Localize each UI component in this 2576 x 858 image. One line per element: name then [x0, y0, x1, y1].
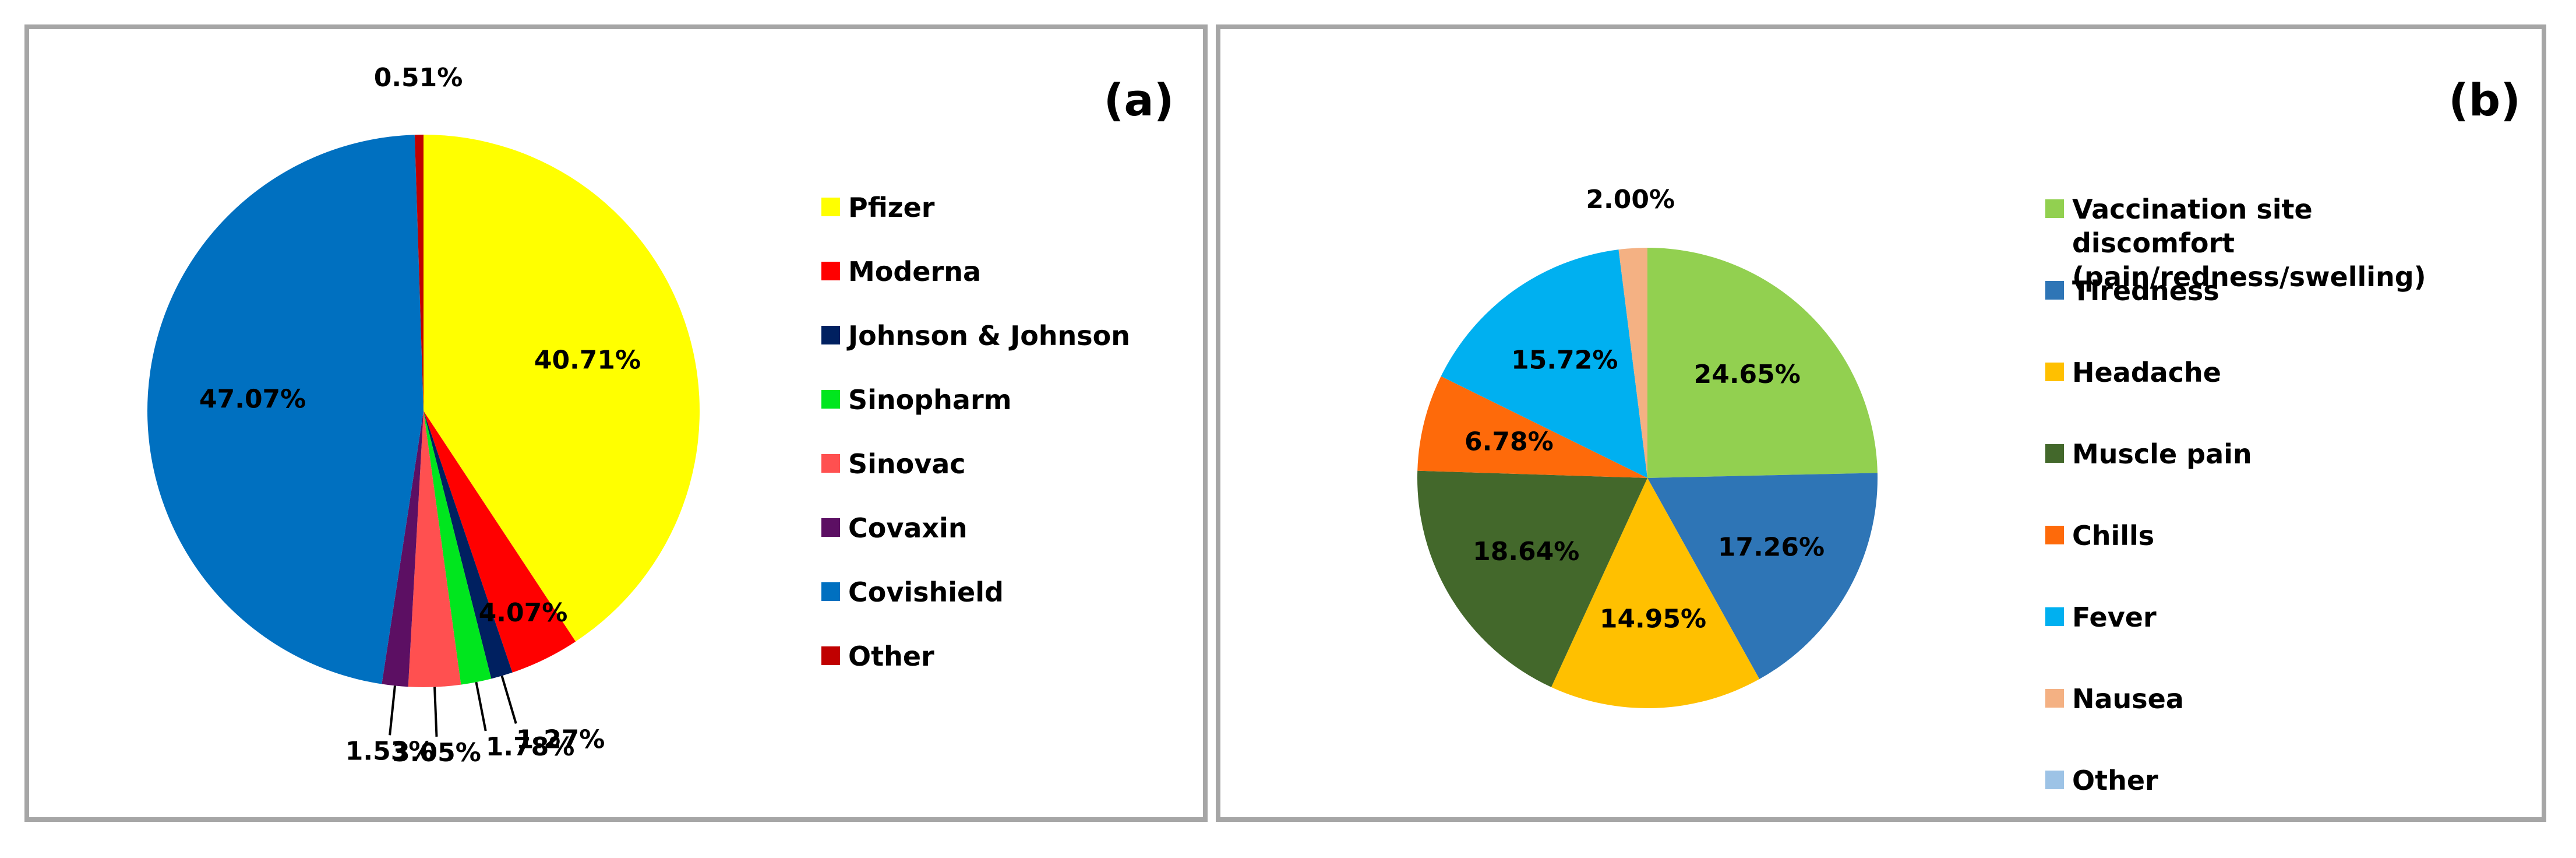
legend-label: Other: [2072, 765, 2158, 796]
legend-swatch: [821, 582, 840, 601]
legend-label: Pfizer: [848, 192, 935, 223]
legend-item: Other: [821, 639, 1291, 673]
legend-swatch: [2045, 444, 2064, 463]
value-label: 3.05%: [392, 738, 481, 768]
legend-item: Sinovac: [821, 447, 1291, 481]
legend-swatch: [821, 262, 840, 280]
pie-slice: [147, 135, 424, 684]
value-label: 18.64%: [1473, 537, 1579, 567]
pie-slice: [1647, 248, 1878, 478]
legend-item: Tiredness: [2045, 274, 2480, 308]
legend-item: Covaxin: [821, 511, 1291, 545]
legend-label: Vaccination site discomfort (pain/rednes…: [2072, 194, 2426, 293]
legend-label: Nausea: [2072, 683, 2184, 715]
value-label: 24.65%: [1694, 360, 1801, 389]
legend-label: Covishield: [848, 576, 1004, 608]
leader-line: [475, 681, 487, 732]
value-label: 2.00%: [1586, 185, 1675, 214]
chart-panel: (b) 24.65% 17.26% 14.95% 18.64% 6.78% 15.72% 2.…: [1216, 24, 2546, 822]
chart-title: (a): [1104, 74, 1174, 126]
legend-item: Vaccination site discomfort (pain/rednes…: [2045, 192, 2480, 294]
chart: (a) 40.71% 4.07% 1.27%1.78%3.05%1.53% 47.07%…: [147, 63, 1174, 768]
legend-label: Moderna: [848, 256, 981, 287]
legend-item: Pfizer: [821, 191, 1291, 224]
legend-label: Headache: [2072, 357, 2221, 388]
legend-swatch: [821, 390, 840, 409]
legend-item: Johnson & Johnson: [821, 319, 1291, 353]
legend-swatch: [2045, 281, 2064, 300]
legend-label: Johnson & Johnson: [848, 320, 1131, 351]
value-label: 17.26%: [1718, 533, 1825, 562]
value-label: 47.07%: [199, 384, 306, 414]
leader-line: [389, 685, 396, 736]
legend-item: Fever: [2045, 600, 2480, 634]
legend-swatch: [821, 646, 840, 665]
legend-label: Sinopharm: [848, 384, 1012, 416]
leader-line: [500, 675, 517, 724]
legend-swatch: [2045, 607, 2064, 626]
legend-swatch: [2045, 199, 2064, 218]
legend-swatch: [821, 198, 840, 216]
chart-title: (b): [2448, 74, 2521, 126]
legend-item: Headache: [2045, 356, 2480, 389]
legend-item: Other: [2045, 764, 2480, 797]
pie-slice: [1417, 376, 1647, 478]
chart: (b) 24.65% 17.26% 14.95% 18.64% 6.78% 15.72% 2.…: [1417, 74, 2521, 708]
legend-item: Covishield: [821, 575, 1291, 609]
value-label: 15.72%: [1511, 346, 1618, 375]
value-label: 0.51%: [374, 63, 463, 93]
legend-item: Nausea: [2045, 682, 2480, 716]
legend-item: Moderna: [821, 255, 1291, 289]
legend-swatch: [821, 454, 840, 473]
pie-slice: [424, 135, 700, 642]
value-label: 40.71%: [534, 345, 641, 375]
pie-slice: [382, 411, 424, 687]
legend-label: Chills: [2072, 520, 2155, 551]
legend-item: Sinopharm: [821, 383, 1291, 417]
pie-slice: [414, 135, 424, 411]
chart-panel: (a) 40.71% 4.07% 1.27% 1.78% 3.05% 1.53% 47.07%…: [24, 24, 1208, 822]
legend-swatch: [821, 518, 840, 537]
value-label: 1.53%: [345, 736, 435, 766]
pie-slice: [1647, 473, 1878, 680]
value-label: 1.27%: [516, 725, 605, 754]
value-label: 1.78%: [486, 732, 575, 762]
legend-label: Tiredness: [2072, 275, 2219, 307]
leader-line: [433, 687, 438, 737]
legend-label: Fever: [2072, 602, 2157, 633]
pie-slice: [1441, 249, 1647, 478]
pie-slice: [1618, 248, 1647, 478]
legend-swatch: [2045, 526, 2064, 544]
pie-slice: [424, 411, 513, 679]
pie-slice: [424, 411, 576, 673]
value-label: 14.95%: [1600, 604, 1706, 634]
value-label: 4.07%: [479, 598, 568, 628]
legend-swatch: [821, 326, 840, 344]
legend-label: Sinovac: [848, 448, 966, 480]
legend-item: Chills: [2045, 519, 2480, 553]
legend-label: Other: [848, 641, 934, 672]
pie-slice: [1417, 470, 1647, 687]
value-label: 6.78%: [1465, 427, 1554, 457]
legend-swatch: [2045, 771, 2064, 789]
legend-label: Muscle pain: [2072, 438, 2252, 470]
legend-swatch: [2045, 363, 2064, 381]
legend-label: Covaxin: [848, 512, 968, 544]
pie-slice: [408, 411, 461, 687]
pie-slice: [424, 411, 492, 685]
legend-swatch: [2045, 689, 2064, 708]
legend-item: Muscle pain: [2045, 437, 2480, 471]
pie-slice: [1551, 478, 1760, 708]
